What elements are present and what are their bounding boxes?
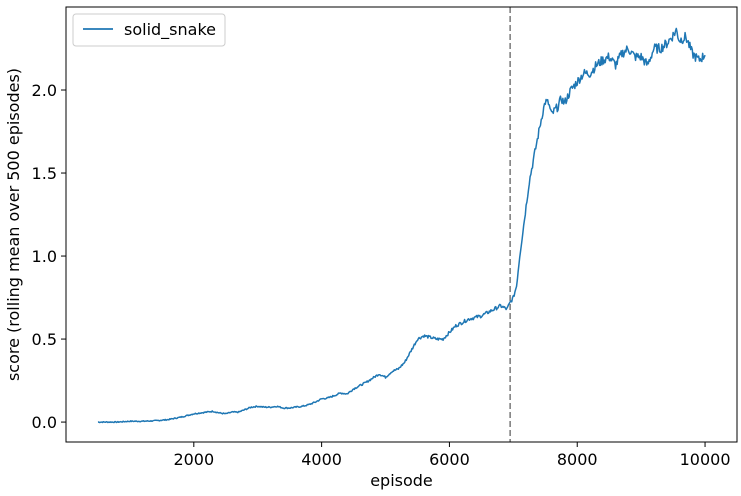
x-tick-label-10000: 10000 (680, 450, 731, 469)
x-axis-label: episode (370, 471, 433, 490)
series-line-solid-snake (97, 27, 706, 424)
y-axis: 0.0 0.5 1.0 1.5 2.0 (32, 81, 66, 432)
legend-entry-solid-snake: solid_snake (124, 20, 216, 40)
y-tick-label-0.0: 0.0 (32, 413, 57, 432)
y-tick-label-2.0: 2.0 (32, 81, 57, 100)
x-tick-label-4000: 4000 (301, 450, 342, 469)
legend: solid_snake (72, 13, 226, 47)
series-layer (97, 27, 706, 424)
x-axis: 2000 4000 6000 8000 10000 (173, 442, 731, 469)
legend-box (72, 13, 226, 47)
plot-frame (65, 6, 738, 443)
y-tick-label-1.5: 1.5 (32, 164, 57, 183)
x-tick-label-6000: 6000 (429, 450, 470, 469)
y-axis-label: score (rolling mean over 500 episodes) (4, 68, 23, 381)
y-tick-label-0.5: 0.5 (32, 330, 57, 349)
y-tick-label-1.0: 1.0 (32, 247, 57, 266)
x-tick-label-2000: 2000 (173, 450, 214, 469)
x-tick-label-8000: 8000 (557, 450, 598, 469)
